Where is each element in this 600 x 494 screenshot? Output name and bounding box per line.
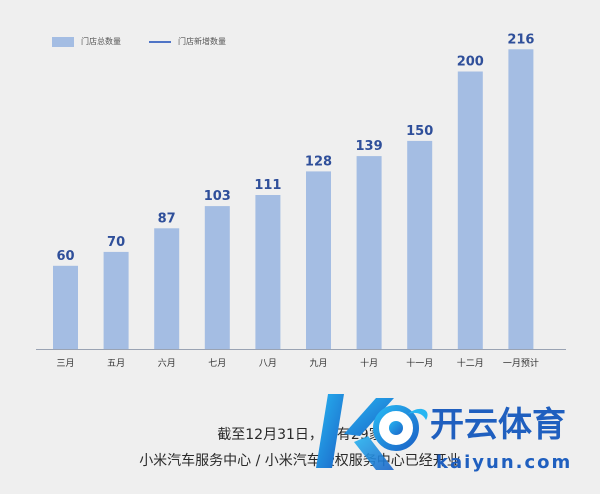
x-tick-label-6: 九月 xyxy=(309,358,327,369)
bar-2 xyxy=(103,251,129,349)
bar-4 xyxy=(204,206,230,349)
bar-value-label-10: 216 xyxy=(507,32,534,47)
x-tick-label-5: 八月 xyxy=(259,358,277,369)
bar-7 xyxy=(356,156,382,349)
caption-line-1: 截至12月31日，还有29家 xyxy=(217,427,383,443)
bar-chart: 60 70 87 103 111 128 139 150 200 216 三月 五月 六月 七月 八月 九月… xyxy=(36,32,566,369)
bar-9 xyxy=(457,71,483,349)
x-tick-label-10: 一月预计 xyxy=(503,357,539,369)
chart-legend: 门店总数量 门店新增数量 xyxy=(52,36,254,47)
bar-value-label-7: 139 xyxy=(356,139,383,154)
bar-6 xyxy=(306,171,331,349)
bar-3 xyxy=(154,228,180,349)
bar-value-label-6: 128 xyxy=(305,154,332,169)
bar-5 xyxy=(255,195,281,349)
legend-swatch-line xyxy=(149,40,171,43)
bar-value-label-9: 200 xyxy=(457,55,484,70)
bar-value-label-5: 111 xyxy=(254,178,281,193)
bar-value-label-8: 150 xyxy=(406,124,433,139)
x-tick-label-3: 六月 xyxy=(158,357,176,369)
watermark-brand-url: kaiyun.com xyxy=(436,452,572,473)
bar-value-label-3: 87 xyxy=(158,211,176,226)
legend-label-new: 门店新增数量 xyxy=(178,37,226,46)
x-tick-label-9: 十二月 xyxy=(457,357,484,369)
x-tick-label-2: 五月 xyxy=(107,358,125,369)
bar-value-label-2: 70 xyxy=(107,235,125,250)
legend-label-total: 门店总数量 xyxy=(81,37,121,46)
watermark-brand-cn: 开云体育 xyxy=(430,405,566,445)
bar-value-label-4: 103 xyxy=(204,189,231,204)
x-tick-label-1: 三月 xyxy=(56,358,74,369)
bar-10 xyxy=(508,49,534,350)
bar-8 xyxy=(407,140,433,349)
legend-item-new: 门店新增数量 xyxy=(149,36,226,47)
x-tick-label-8: 十一月 xyxy=(406,357,433,369)
kaiyun-watermark-logo: 开云体育 kaiyun.com xyxy=(316,394,572,473)
x-tick-label-7: 十月 xyxy=(360,357,378,369)
bar-value-label-1: 60 xyxy=(56,249,74,264)
x-tick-label-4: 七月 xyxy=(208,358,226,369)
bar-1 xyxy=(53,265,78,350)
legend-swatch-bar xyxy=(52,36,74,47)
legend-item-total: 门店总数量 xyxy=(52,36,121,47)
kaiyun-k-icon xyxy=(316,394,428,470)
